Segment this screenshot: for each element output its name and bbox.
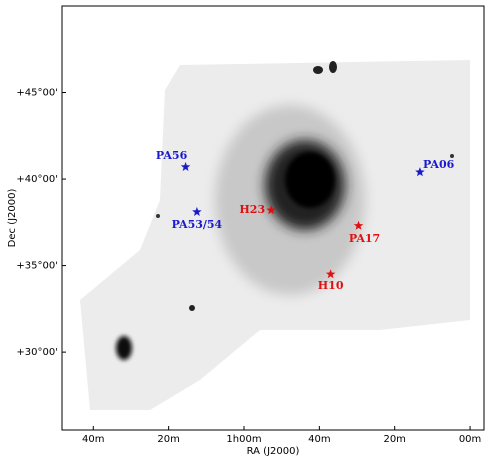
marker <box>415 167 425 177</box>
marker <box>192 206 202 216</box>
marker <box>325 269 336 279</box>
point-label: PA06 <box>423 158 455 171</box>
point-label: PA56 <box>156 149 188 162</box>
x-tick-label: 40m <box>82 434 104 445</box>
y-tick-label: +40°00' <box>16 174 58 185</box>
point-label: PA17 <box>349 232 380 245</box>
marker <box>266 205 276 215</box>
plot-frame <box>61 5 485 431</box>
x-tick-label: 00m <box>459 434 481 445</box>
point-label: PA53/54 <box>172 218 223 231</box>
x-tick-label: 20m <box>383 434 405 445</box>
x-tick-label: 20m <box>157 434 179 445</box>
marker <box>180 161 191 171</box>
sky-image <box>80 60 470 410</box>
x-tick-label: 40m <box>308 434 330 445</box>
y-axis-label: Dec (J2000) <box>7 189 18 248</box>
point-label: H23 <box>239 203 265 216</box>
x-axis-label: RA (J2000) <box>247 446 300 457</box>
point-label: H10 <box>318 279 344 292</box>
y-tick-label: +30°00' <box>16 347 58 358</box>
marker <box>353 220 364 230</box>
y-tick-label: +45°00' <box>16 88 58 99</box>
x-tick-label: 1h00m <box>226 434 261 445</box>
y-tick-label: +35°00' <box>16 261 58 272</box>
